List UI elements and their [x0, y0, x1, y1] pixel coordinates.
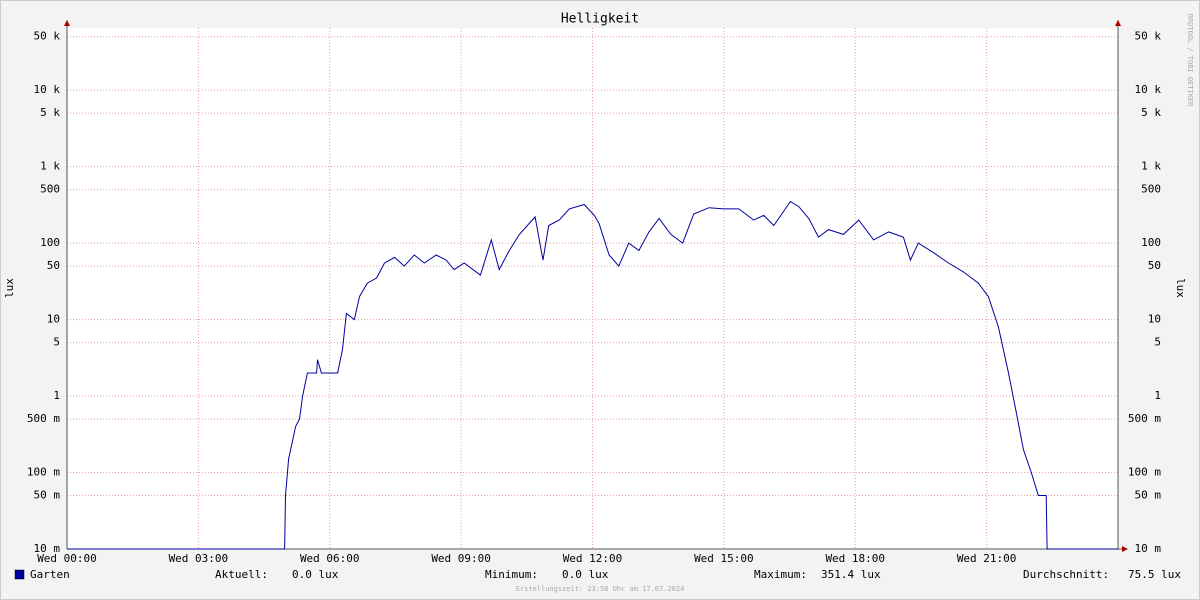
watermark: RRDTOOL / TOBI OETIKER: [1186, 14, 1194, 108]
y-tick-label: 50: [47, 259, 60, 272]
y-tick-label: 10 m: [34, 542, 61, 555]
y2-tick-label: 50 k: [1135, 30, 1162, 43]
legend-label: Garten: [30, 568, 70, 581]
y2-tick-label: 500: [1141, 183, 1161, 196]
data-line: [67, 200, 1118, 550]
y2-tick-label: 10 m: [1135, 542, 1162, 555]
arrow: [64, 20, 70, 26]
stat-value: 75.5 lux: [1128, 568, 1181, 581]
stat-label: Aktuell:: [215, 568, 268, 581]
y-tick-label: 50 k: [34, 30, 61, 43]
y2-tick-label: 100 m: [1128, 466, 1161, 479]
x-tick-label: Wed 03:00: [169, 552, 229, 565]
stat-label: Maximum:: [754, 568, 807, 581]
stat-label: Durchschnitt:: [1023, 568, 1109, 581]
y-tick-label: 1 k: [40, 160, 60, 173]
y-axis-label: lux: [3, 278, 16, 298]
y2-tick-label: 50 m: [1135, 489, 1162, 502]
x-tick-label: Wed 00:00: [37, 552, 97, 565]
x-tick-label: Wed 09:00: [431, 552, 491, 565]
x-tick-label: Wed 18:00: [825, 552, 885, 565]
y-tick-label: 5 k: [40, 106, 60, 119]
y-tick-label: 5: [53, 336, 60, 349]
y2-axis-label: lux: [1174, 278, 1187, 298]
arrow: [1122, 546, 1128, 552]
stat-label: Minimum:: [485, 568, 538, 581]
y-tick-label: 10: [47, 313, 60, 326]
y2-tick-label: 50: [1148, 259, 1161, 272]
y2-tick-label: 1 k: [1141, 160, 1161, 173]
y-tick-label: 10 k: [34, 83, 61, 96]
y2-tick-label: 5 k: [1141, 106, 1161, 119]
stat-value: 0.0 lux: [292, 568, 339, 581]
y-tick-label: 100 m: [27, 466, 60, 479]
x-tick-label: Wed 06:00: [300, 552, 360, 565]
legend-swatch: [14, 569, 25, 580]
y2-tick-label: 10: [1148, 313, 1161, 326]
y-tick-label: 50 m: [34, 489, 61, 502]
chart-title: Helligkeit: [561, 12, 639, 27]
x-tick-label: Wed 12:00: [563, 552, 623, 565]
y2-tick-label: 100: [1141, 236, 1161, 249]
x-tick-label: Wed 21:00: [957, 552, 1017, 565]
y-tick-label: 100: [40, 236, 60, 249]
y2-tick-label: 500 m: [1128, 412, 1161, 425]
y2-tick-label: 1: [1154, 389, 1161, 402]
arrow: [1115, 20, 1121, 26]
y2-tick-label: 5: [1154, 336, 1161, 349]
y-tick-label: 500: [40, 183, 60, 196]
y-tick-label: 1: [53, 389, 60, 402]
stat-value: 0.0 lux: [562, 568, 609, 581]
x-tick-label: Wed 15:00: [694, 552, 754, 565]
footer: Erstellungszeit: 23:58 Uhr am 17.07.2024: [516, 585, 685, 593]
y-tick-label: 500 m: [27, 412, 60, 425]
stat-value: 351.4 lux: [821, 568, 881, 581]
plot-area: [67, 28, 1118, 549]
y2-tick-label: 10 k: [1135, 83, 1162, 96]
